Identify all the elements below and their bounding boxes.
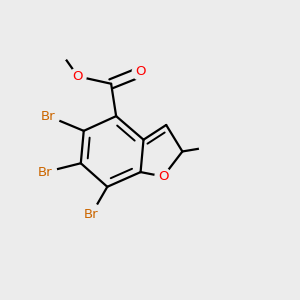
Text: O: O <box>158 170 169 183</box>
Text: O: O <box>73 70 83 83</box>
Circle shape <box>37 105 60 127</box>
Text: Br: Br <box>41 110 56 123</box>
Circle shape <box>34 161 57 183</box>
Circle shape <box>51 42 70 61</box>
Text: O: O <box>135 65 146 79</box>
Text: Br: Br <box>38 166 53 178</box>
Circle shape <box>132 64 149 80</box>
Circle shape <box>80 204 102 226</box>
Circle shape <box>200 138 218 157</box>
Circle shape <box>155 168 172 185</box>
Circle shape <box>70 68 86 85</box>
Text: Br: Br <box>84 208 98 221</box>
